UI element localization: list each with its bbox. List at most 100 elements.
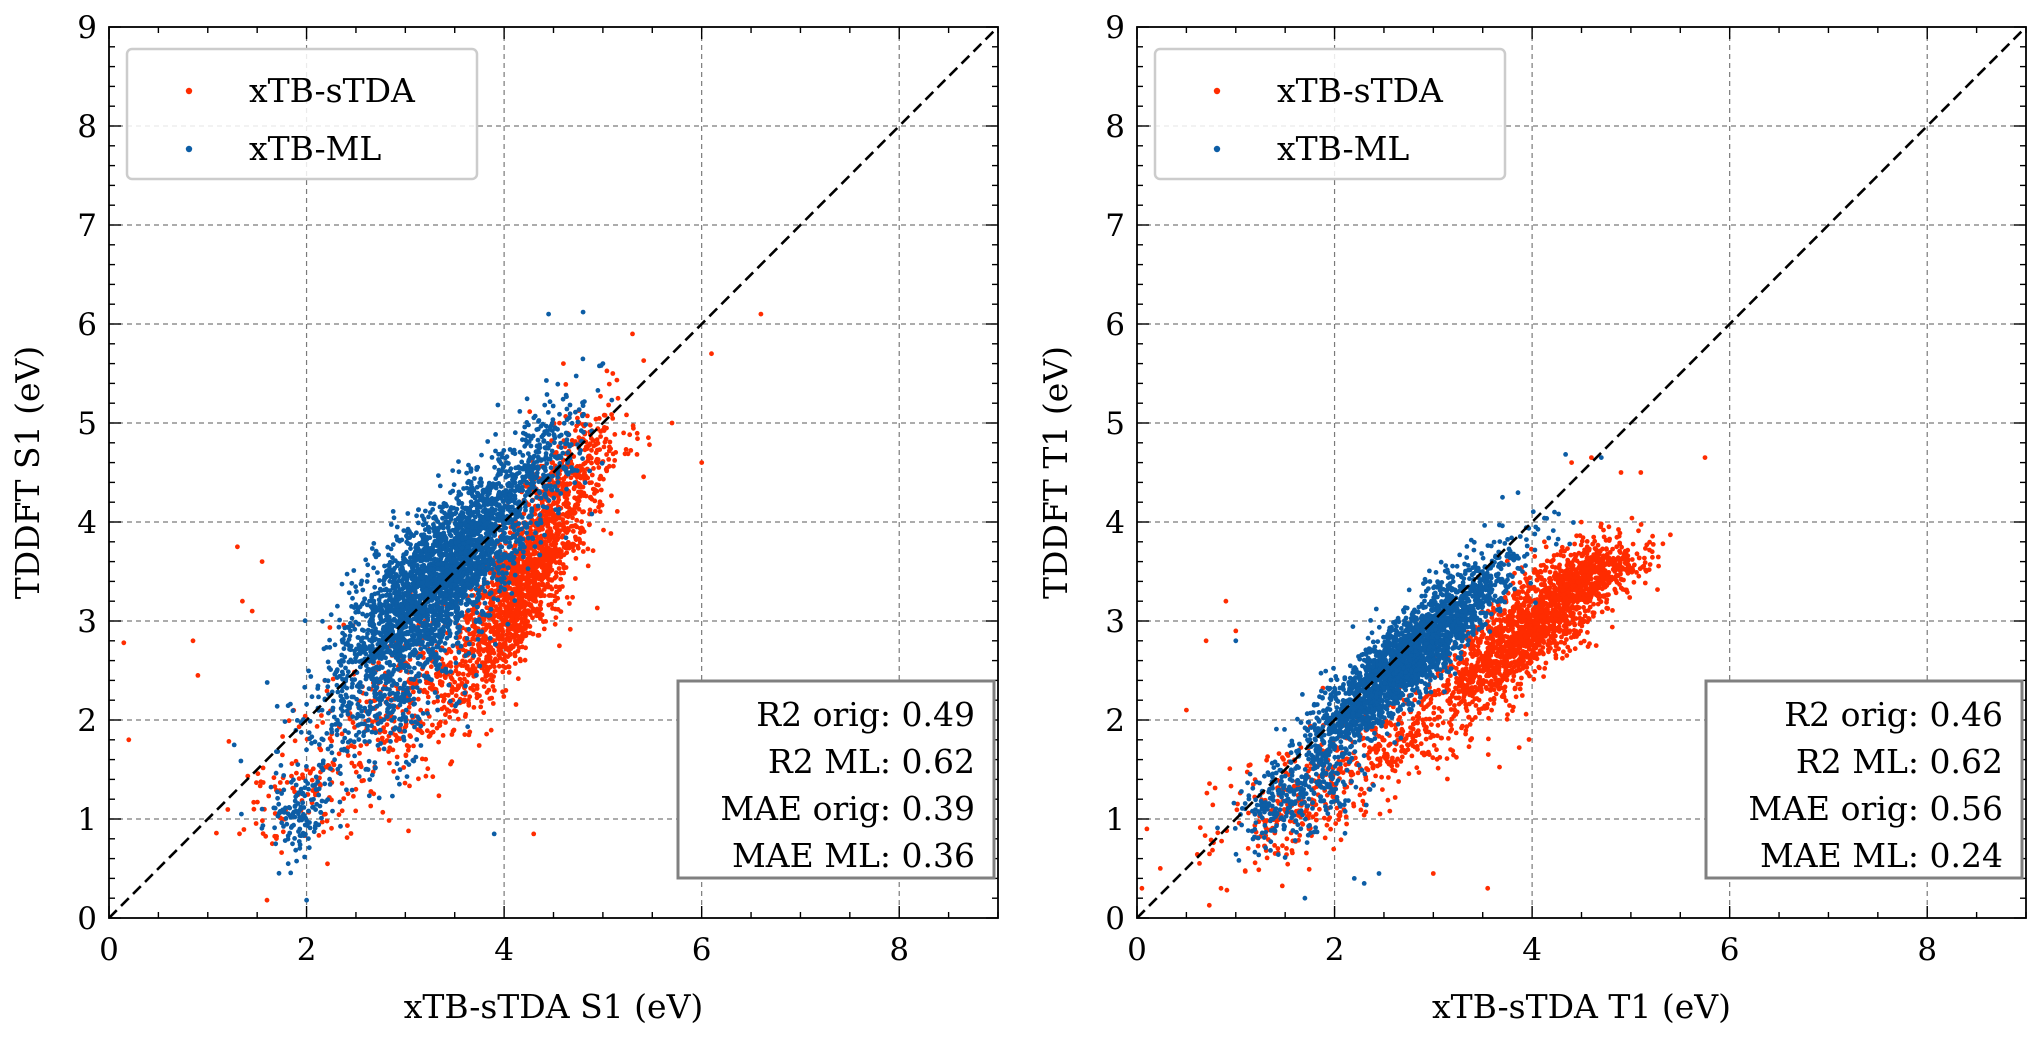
scatter-point [469,571,475,577]
scatter-point [585,475,591,481]
scatter-point [557,643,562,649]
scatter-point [608,531,614,536]
scatter-point [490,684,496,689]
scatter-point [425,694,431,700]
scatter-point [519,616,524,622]
scatter-point [510,560,516,566]
scatter-point [421,517,427,523]
scatter-point [489,625,495,631]
scatter-point [271,775,277,781]
scatter-point [466,702,472,708]
scatter-point [569,507,575,513]
scatter-point [484,731,489,737]
scatter-point [417,653,422,659]
scatter-point [535,574,541,579]
scatter-point [435,600,441,606]
scatter-point [411,562,417,568]
scatter-point [465,663,470,669]
scatter-point [296,776,302,781]
scatter-point [291,785,296,791]
scatter-point [630,331,635,337]
scatter-point [364,602,370,608]
scatter-point [475,637,481,642]
scatter-point [386,749,391,754]
scatter-point [353,769,359,775]
scatter-point [464,636,470,641]
scatter-point [614,377,620,383]
scatter-point [384,722,390,727]
scatter-point [357,750,362,756]
scatter-point [440,733,446,738]
scatter-point [324,688,330,694]
scatter-point [492,688,497,693]
scatter-point [352,626,358,632]
scatter-point [259,559,265,564]
scatter-point [403,753,409,759]
scatter-point [363,651,369,657]
scatter-point [408,546,413,551]
scatter-point [543,515,549,520]
scatter-point [417,604,423,609]
scatter-point [476,641,481,647]
scatter-point [429,626,435,632]
scatter-point [388,730,393,736]
scatter-point [474,691,480,697]
scatter-point [386,614,392,620]
scatter-point [573,535,579,541]
scatter-point [467,631,473,637]
scatter-point [416,776,421,782]
scatter-point [339,652,345,658]
scatter-point [393,603,399,609]
scatter-point [528,602,534,608]
scatter-point [251,799,257,805]
scatter-point [512,548,518,553]
scatter-point [549,509,554,515]
scatter-point [592,508,598,514]
scatter-point [424,591,429,597]
scatter-point [424,541,430,547]
scatter-point [453,527,459,533]
scatter-point [511,565,517,571]
scatter-point [482,569,488,575]
scatter-point [483,634,488,639]
scatter-point [569,438,575,443]
scatter-point [478,704,484,710]
scatter-point [563,382,569,387]
scatter-point [480,677,485,682]
scatter-point [453,664,459,670]
scatter-point [371,541,377,546]
scatter-point [502,652,507,658]
scatter-point [373,730,378,736]
scatter-point [589,460,594,466]
scatter-point [453,546,459,552]
scatter-point [394,524,400,530]
scatter-point [423,557,429,563]
scatter-point [424,535,430,540]
scatter-point [453,594,459,600]
scatter-point [349,615,355,621]
scatter-point [455,716,461,722]
scatter-point [520,625,526,630]
scatter-point [543,619,549,624]
scatter-point [241,827,247,832]
scatter-point [387,578,393,584]
scatter-point [467,658,473,664]
scatter-point [577,526,583,531]
scatter-point [378,679,383,685]
scatter-point [557,547,562,552]
scatter-point [539,589,544,595]
scatter-point [479,699,484,704]
scatter-point [351,605,357,610]
scatter-point [339,808,345,814]
scatter-point [458,601,464,606]
scatter-point [284,780,290,785]
scatter-point [309,694,315,700]
scatter-point [452,521,458,526]
scatter-point [456,649,462,655]
scatter-point [500,570,505,575]
scatter-point [493,432,498,437]
scatter-point [425,627,431,632]
scatter-point [390,555,395,561]
scatter-point [591,466,596,471]
scatter-point [538,540,544,545]
